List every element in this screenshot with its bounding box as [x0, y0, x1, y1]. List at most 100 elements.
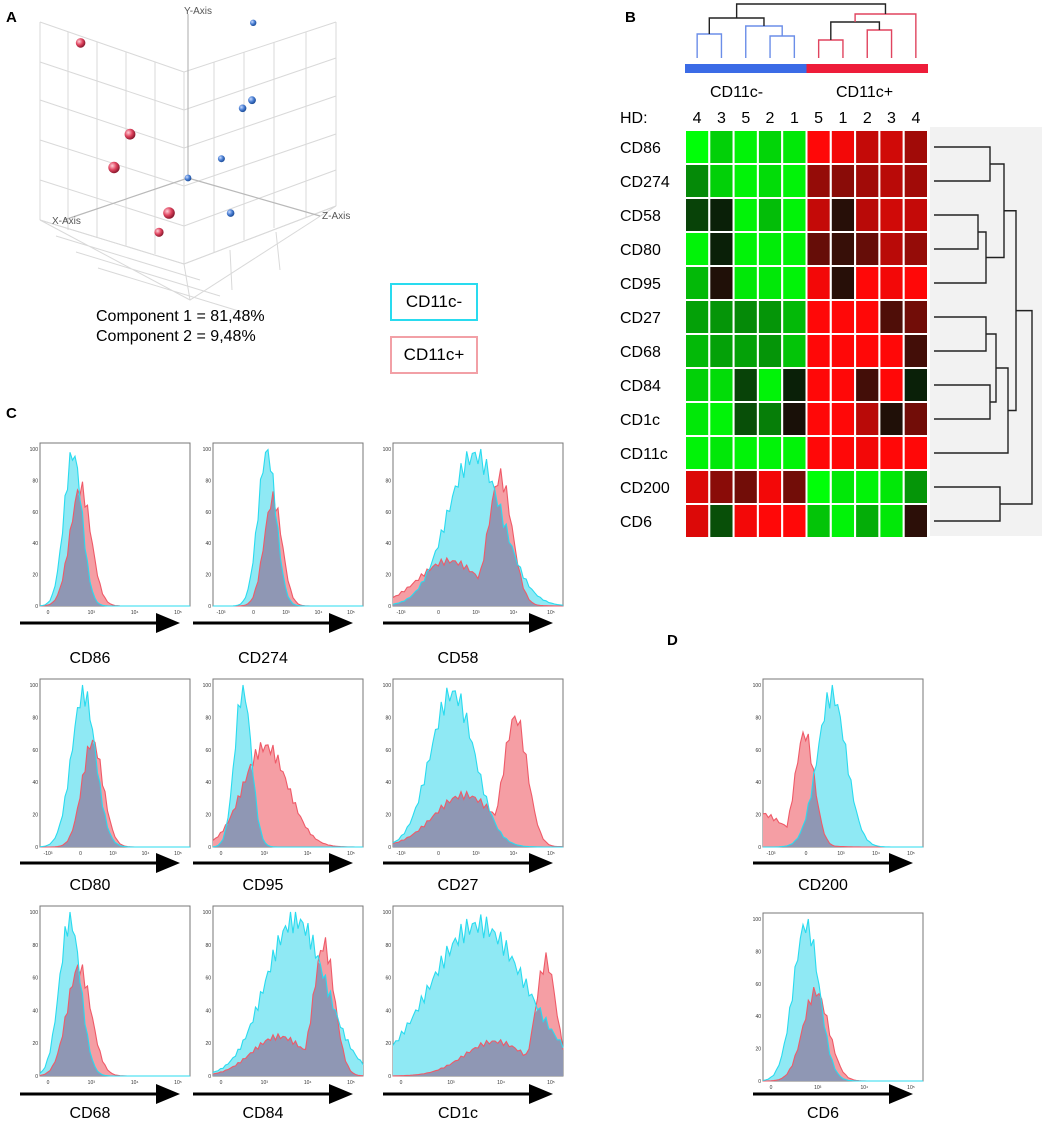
hist-cd68-ytick-80: 80	[32, 943, 38, 949]
heatmap-cell-cd84-8	[854, 367, 881, 403]
heatmap-cell-cd6-4	[756, 503, 784, 539]
heatmap-cell-cd6-8	[854, 503, 881, 539]
heatmap-cell-cd68-1	[684, 333, 711, 369]
hist-cd200-cd11c-neg-area	[763, 685, 923, 847]
hist-cd86-ytick-0: 0	[35, 604, 38, 610]
legend-cd11c-neg: CD11c-	[390, 283, 478, 321]
hist-cd68-cd11c-neg-line	[39, 911, 190, 1077]
hist-cd84-xtick-2: 10⁴	[304, 1080, 312, 1086]
hist-cd84-ytick-20: 20	[205, 1041, 211, 1047]
hist-cd68-ytick-60: 60	[32, 976, 38, 982]
dendro-top-link-7	[830, 21, 881, 40]
hist-cd27-cd11c-neg-area	[393, 687, 563, 847]
hist-cd1c-xtick-2: 10⁴	[497, 1080, 505, 1086]
hist-cd68-ytick-40: 40	[32, 1008, 38, 1014]
heatmap-cell-cd11c-2	[708, 435, 735, 471]
hist-cd80-xtick-2: 10³	[109, 851, 117, 857]
hist-cd6-frame	[762, 912, 924, 1082]
heatmap-cell-cd27-9	[878, 299, 905, 335]
hist-cd68-overlap-area	[40, 965, 190, 1076]
heatmap-cell-cd1c-6	[805, 401, 832, 437]
heatmap-cell-cd11c-10	[902, 435, 930, 471]
dendro-top-link-5	[817, 39, 844, 58]
heatmap-cell-cd84-10	[902, 367, 930, 403]
heatmap-row-label-cd274: CD274	[620, 174, 670, 191]
hist-cd27-overlap-area	[393, 791, 563, 847]
hist-cd58-xtick-1: 0	[437, 610, 440, 616]
heatmap-cell-cd84-6	[805, 367, 832, 403]
legend-cd11c-pos: CD11c+	[390, 336, 478, 374]
heatmap-cell-cd274-10	[902, 163, 930, 199]
hist-cd1c-xtick-3: 10⁵	[547, 1080, 555, 1086]
hist-cd95-ytick-80: 80	[205, 715, 211, 721]
pca-points	[75, 19, 257, 237]
heatmap-cell-cd68-7	[829, 333, 857, 369]
hist-cd27-cd11c-neg-line	[392, 687, 563, 848]
hist-cd1c-axis-arrow-head	[529, 1084, 553, 1104]
heatmap-cell-cd80-10	[902, 231, 930, 267]
hist-cd6-ytick-20: 20	[755, 1047, 761, 1053]
hist-cd200-xtick-4: 10⁵	[907, 851, 915, 857]
hist-cd80-ytick-0: 0	[35, 845, 38, 851]
hist-cd27-ytick-80: 80	[385, 715, 391, 721]
heatmap-cell-cd11c-5	[781, 435, 808, 471]
heatmap-cell-cd27-10	[902, 299, 930, 335]
heatmap-cell-cd58-7	[829, 197, 857, 233]
heatmap-group-bars	[685, 64, 928, 73]
hist-cd200-ytick-60: 60	[755, 748, 761, 754]
hist-cd27-axis-arrow-head	[529, 853, 553, 873]
pca-point-cd11c-pos-4	[163, 207, 175, 219]
group-bar-cd11c-pos	[806, 64, 928, 73]
hist-cd68-axis-arrow-head	[156, 1084, 180, 1104]
heatmap-cell-cd11c-9	[878, 435, 905, 471]
hist-cd6-ytick-80: 80	[755, 949, 761, 955]
heatmap-column-label-3: 5	[741, 110, 750, 127]
hist-cd68-ytick-0: 0	[35, 1074, 38, 1080]
hist-cd86-overlap-area	[40, 489, 190, 606]
hist-cd80: 0 20 40 60 80 100 -10³ 0 10³ 10⁴ 10⁵ CD80	[20, 678, 191, 894]
heatmap-row-label-cd1c: CD1c	[620, 412, 660, 429]
heatmap-cell-cd84-2	[708, 367, 735, 403]
heatmap-cell-cd95-3	[732, 265, 759, 301]
heatmap-cell-cd274-7	[829, 163, 857, 199]
hist-cd58-ytick-60: 60	[385, 510, 391, 516]
heatmap-cell-cd274-1	[684, 163, 711, 199]
hist-cd6-xtick-1: 10³	[814, 1085, 822, 1091]
heatmap-cell-cd58-6	[805, 197, 832, 233]
hist-cd6-xtick-2: 10⁴	[860, 1085, 868, 1091]
heatmap-cell-cd68-8	[854, 333, 881, 369]
hist-cd86-cd11c-neg-line	[39, 452, 190, 607]
heatmap-row-label-cd6: CD6	[620, 514, 652, 531]
heatmap-cell-cd11c-3	[732, 435, 759, 471]
hist-cd84: 0 20 40 60 80 100 0 10³ 10⁴ 10⁵ CD84	[193, 905, 364, 1122]
hist-cd200-xtick-3: 10⁴	[872, 851, 880, 857]
heatmap-cell-cd200-5	[781, 469, 808, 505]
hist-cd1c-ytick-0: 0	[388, 1074, 391, 1080]
heatmap-cell-cd86-7	[829, 129, 857, 165]
heatmap-cell-cd95-7	[829, 265, 857, 301]
heatmap-cell-cd95-6	[805, 265, 832, 301]
hist-cd1c-cd11c-pos-line	[392, 952, 564, 1077]
heatmap-cell-cd274-6	[805, 163, 832, 199]
hist-cd58-cd11c-neg-line	[392, 448, 564, 606]
hist-cd86-ytick-40: 40	[32, 541, 38, 547]
pca-point-cd11c-neg-3	[238, 104, 247, 113]
hist-cd84-ytick-0: 0	[208, 1074, 211, 1080]
hist-cd200-overlap-area	[763, 773, 923, 847]
heatmap-cell-cd58-9	[878, 197, 905, 233]
hist-cd95-overlap-area	[213, 764, 363, 847]
panel-letter-b: B	[625, 9, 636, 26]
heatmap-cell-cd80-9	[878, 231, 905, 267]
heatmap-cell-cd1c-2	[708, 401, 735, 437]
hist-cd274-axis-arrow-head	[329, 613, 353, 633]
heatmap-cell-cd86-6	[805, 129, 832, 165]
hist-cd58-ytick-100: 100	[383, 447, 392, 453]
hist-cd27-xtick-1: 0	[437, 851, 440, 857]
heatmap-cell-cd274-5	[781, 163, 808, 199]
hist-cd86-ytick-20: 20	[32, 573, 38, 579]
heatmap-cell-cd27-1	[684, 299, 711, 335]
heatmap-cell-cd80-5	[781, 231, 808, 267]
heatmap-row-labels: CD86 CD274 CD58 CD80 CD95 CD27 CD68 CD84 CD1c CD1…	[620, 140, 670, 531]
heatmap-cell-cd274-9	[878, 163, 905, 199]
